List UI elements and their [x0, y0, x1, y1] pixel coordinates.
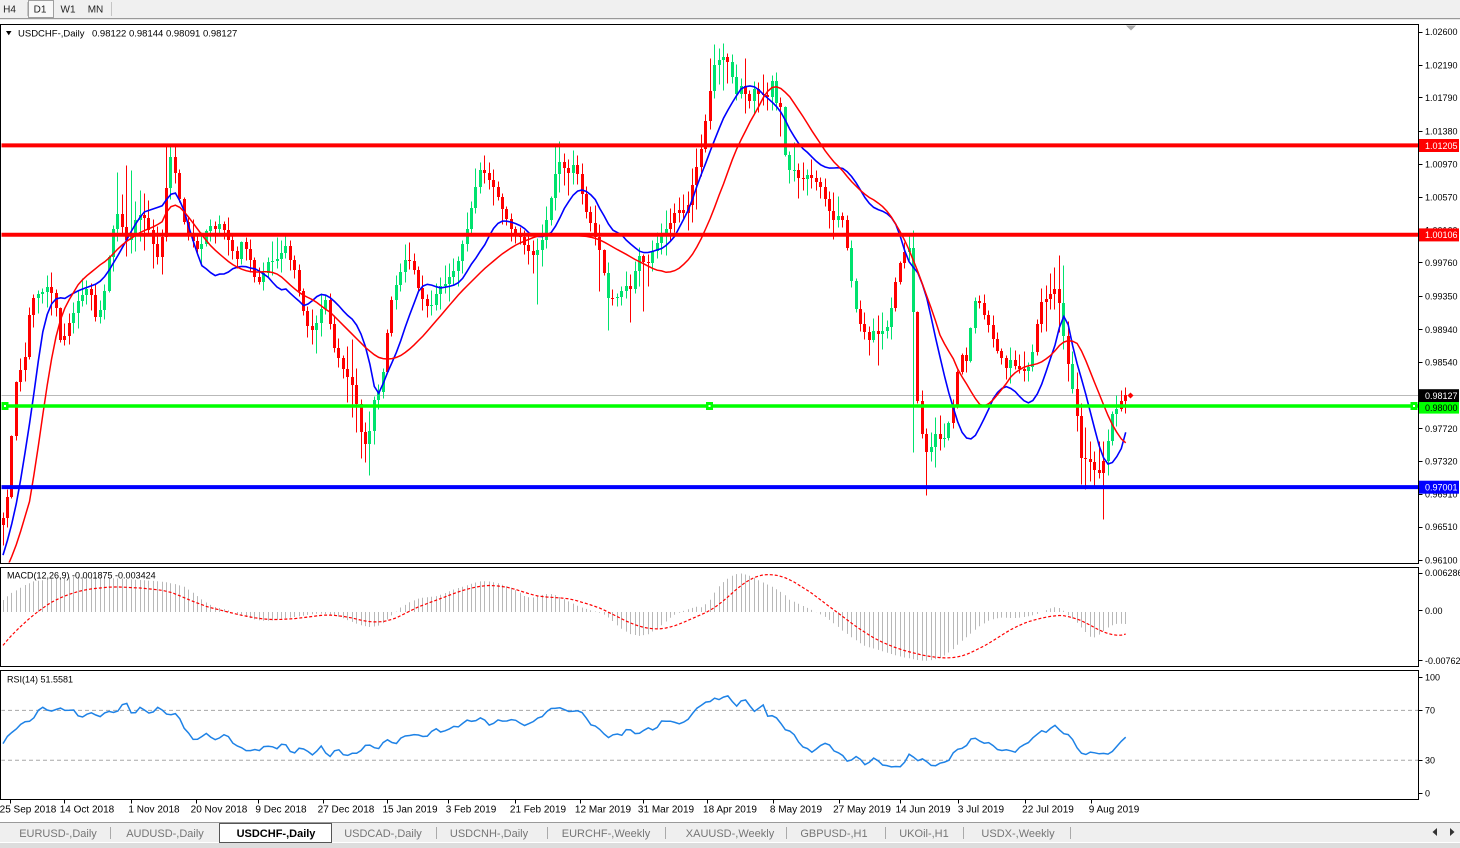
svg-text:1.00106: 1.00106 [1425, 230, 1458, 240]
svg-text:0.98940: 0.98940 [1425, 325, 1458, 335]
svg-text:3 Feb 2019: 3 Feb 2019 [446, 805, 497, 816]
svg-text:31 Mar 2019: 31 Mar 2019 [638, 805, 695, 816]
svg-text:0.96910: 0.96910 [1425, 490, 1458, 500]
svg-text:12 Mar 2019: 12 Mar 2019 [575, 805, 632, 816]
svg-text:0.98122 0.98144 0.98091 0.9812: 0.98122 0.98144 0.98091 0.98127 [92, 29, 237, 40]
svg-text:0.97001: 0.97001 [1425, 483, 1458, 493]
svg-text:0.006286: 0.006286 [1425, 568, 1460, 578]
svg-text:-0.00762: -0.00762 [1425, 656, 1460, 666]
svg-text:0.97720: 0.97720 [1425, 424, 1458, 434]
svg-text:AUDUSD-,Daily: AUDUSD-,Daily [126, 828, 204, 840]
svg-text:22 Jul 2019: 22 Jul 2019 [1022, 805, 1074, 816]
svg-text:25 Sep 2018: 25 Sep 2018 [0, 805, 57, 816]
svg-text:1.02600: 1.02600 [1425, 27, 1458, 37]
svg-text:0.00: 0.00 [1425, 606, 1443, 616]
svg-text:1.01790: 1.01790 [1425, 93, 1458, 103]
svg-text:USDCHF-,Daily: USDCHF-,Daily [18, 29, 85, 40]
svg-text:MACD(12,26,9) -0.001875 -0.003: MACD(12,26,9) -0.001875 -0.003424 [7, 571, 156, 581]
svg-text:EURCHF-,Weekly: EURCHF-,Weekly [562, 828, 651, 840]
svg-text:9 Dec 2018: 9 Dec 2018 [255, 805, 307, 816]
svg-text:0.97320: 0.97320 [1425, 456, 1458, 466]
svg-text:0: 0 [1425, 789, 1430, 799]
svg-text:0.98540: 0.98540 [1425, 357, 1458, 367]
svg-text:0.99760: 0.99760 [1425, 258, 1458, 268]
svg-text:9 Aug 2019: 9 Aug 2019 [1089, 805, 1140, 816]
svg-text:0.99350: 0.99350 [1425, 291, 1458, 301]
svg-text:USDX-,Weekly: USDX-,Weekly [981, 828, 1055, 840]
svg-text:0.96510: 0.96510 [1425, 522, 1458, 532]
svg-text:UKOil-,H1: UKOil-,H1 [899, 828, 949, 840]
svg-text:15 Jan 2019: 15 Jan 2019 [382, 805, 437, 816]
svg-text:H4: H4 [3, 5, 16, 16]
svg-text:XAUUSD-,Weekly: XAUUSD-,Weekly [686, 828, 775, 840]
svg-text:USDCHF-,Daily: USDCHF-,Daily [237, 828, 317, 840]
svg-text:20 Nov 2018: 20 Nov 2018 [191, 805, 248, 816]
svg-text:GBPUSD-,H1: GBPUSD-,H1 [800, 828, 867, 840]
svg-text:0.98127: 0.98127 [1425, 391, 1458, 401]
svg-text:MN: MN [88, 5, 104, 16]
svg-text:30: 30 [1425, 755, 1435, 765]
svg-text:1.00970: 1.00970 [1425, 160, 1458, 170]
svg-text:8 May 2019: 8 May 2019 [770, 805, 823, 816]
svg-text:1.01380: 1.01380 [1425, 126, 1458, 136]
svg-text:1.01205: 1.01205 [1425, 141, 1458, 151]
svg-text:1.02190: 1.02190 [1425, 61, 1458, 71]
svg-text:1 Nov 2018: 1 Nov 2018 [128, 805, 180, 816]
svg-text:27 May 2019: 27 May 2019 [833, 805, 891, 816]
svg-text:70: 70 [1425, 706, 1435, 716]
svg-text:USDCAD-,Daily: USDCAD-,Daily [344, 828, 422, 840]
svg-text:D1: D1 [34, 5, 47, 16]
svg-text:EURUSD-,Daily: EURUSD-,Daily [19, 828, 97, 840]
svg-text:100: 100 [1425, 673, 1440, 683]
svg-text:14 Oct 2018: 14 Oct 2018 [60, 805, 115, 816]
svg-text:RSI(14) 51.5581: RSI(14) 51.5581 [7, 675, 73, 685]
svg-text:1.00570: 1.00570 [1425, 192, 1458, 202]
svg-text:27 Dec 2018: 27 Dec 2018 [318, 805, 375, 816]
svg-text:0.98000: 0.98000 [1425, 403, 1458, 413]
svg-text:USDCNH-,Daily: USDCNH-,Daily [450, 828, 529, 840]
svg-text:3 Jul 2019: 3 Jul 2019 [958, 805, 1005, 816]
svg-text:18 Apr 2019: 18 Apr 2019 [703, 805, 757, 816]
svg-text:0.96100: 0.96100 [1425, 556, 1458, 566]
svg-text:W1: W1 [61, 5, 76, 16]
svg-text:14 Jun 2019: 14 Jun 2019 [895, 805, 950, 816]
svg-text:21 Feb 2019: 21 Feb 2019 [510, 805, 567, 816]
